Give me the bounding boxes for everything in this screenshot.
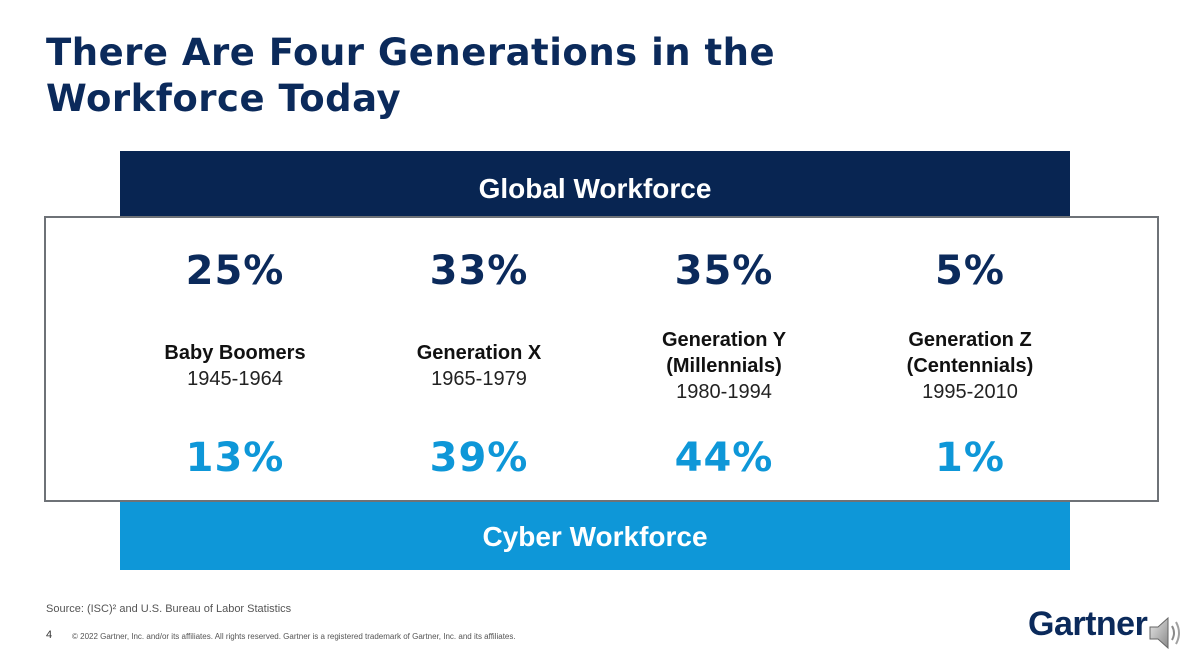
generation-years: 1945-1964 — [187, 367, 283, 390]
generation-nickname: (Centennials) — [906, 354, 1034, 377]
generation-years: 1980-1994 — [676, 380, 772, 403]
generations-panel: 25% Baby Boomers 1945-1964 13% 33% Gener… — [44, 216, 1159, 502]
generation-column-gen-z: 5% Generation Z (Centennials) 1995-2010 … — [845, 218, 1095, 500]
generation-name: Generation Y — [661, 328, 787, 351]
generation-label: Generation Z (Centennials) 1995-2010 — [845, 321, 1095, 411]
generation-column-baby-boomers: 25% Baby Boomers 1945-1964 13% — [110, 218, 360, 500]
generation-label: Baby Boomers 1945-1964 — [110, 321, 360, 411]
global-percentage: 33% — [429, 248, 529, 294]
global-percentage: 35% — [674, 248, 774, 294]
cyber-workforce-band: Cyber Workforce — [120, 501, 1070, 570]
generation-column-gen-x: 33% Generation X 1965-1979 39% — [354, 218, 604, 500]
generation-years: 1995-2010 — [922, 380, 1018, 403]
speaker-icon[interactable] — [1146, 611, 1186, 655]
generation-name: Baby Boomers — [164, 341, 306, 364]
copyright-notice: © 2022 Gartner, Inc. and/or its affiliat… — [72, 632, 516, 641]
gartner-logo: Gartner — [1028, 605, 1148, 643]
generation-label: Generation X 1965-1979 — [354, 321, 604, 411]
generation-name: Generation X — [416, 341, 542, 364]
page-number: 4 — [46, 629, 53, 641]
cyber-percentage: 13% — [185, 435, 285, 481]
cyber-percentage: 44% — [674, 435, 774, 481]
generation-label: Generation Y (Millennials) 1980-1994 — [599, 321, 849, 411]
source-note: Source: (ISC)² and U.S. Bureau of Labor … — [46, 603, 292, 615]
global-percentage: 5% — [935, 248, 1005, 294]
generation-column-gen-y: 35% Generation Y (Millennials) 1980-1994… — [599, 218, 849, 500]
generation-name: Generation Z — [908, 328, 1032, 351]
cyber-workforce-label: Cyber Workforce — [482, 521, 708, 552]
cyber-percentage: 1% — [935, 435, 1005, 481]
global-percentage: 25% — [185, 248, 285, 294]
global-workforce-label: Global Workforce — [478, 173, 712, 204]
global-workforce-band: Global Workforce — [120, 151, 1070, 217]
generation-nickname: (Millennials) — [666, 354, 782, 377]
slide-title: There Are Four Generations in the Workfo… — [46, 31, 776, 120]
cyber-percentage: 39% — [429, 435, 529, 481]
generation-years: 1965-1979 — [431, 367, 527, 390]
